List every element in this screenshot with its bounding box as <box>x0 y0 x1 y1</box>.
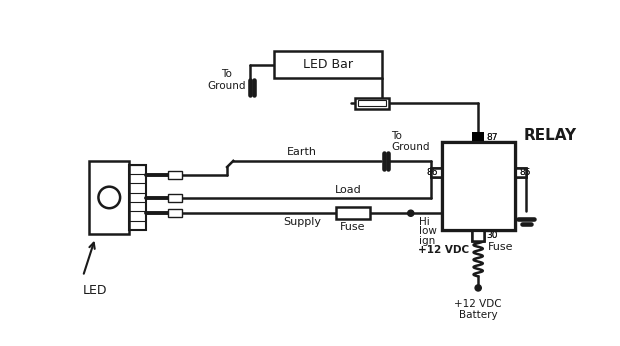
Text: To
Ground: To Ground <box>207 69 246 91</box>
Bar <box>515 168 526 177</box>
Bar <box>472 230 484 241</box>
Bar <box>441 142 515 230</box>
Text: 87: 87 <box>486 133 497 142</box>
Bar <box>335 207 370 219</box>
Text: +12 VDC: +12 VDC <box>418 245 469 255</box>
Text: 30: 30 <box>486 231 497 240</box>
Bar <box>355 98 389 109</box>
Text: To
Ground: To Ground <box>391 131 430 153</box>
Text: 30: 30 <box>486 231 497 240</box>
Circle shape <box>408 210 414 216</box>
Bar <box>168 209 182 217</box>
Text: 87: 87 <box>486 133 497 142</box>
Text: 86: 86 <box>427 168 438 177</box>
Text: +12 VDC
Battery: +12 VDC Battery <box>454 299 502 320</box>
Bar <box>130 165 146 230</box>
Text: low: low <box>418 226 436 236</box>
Text: 85: 85 <box>519 168 531 177</box>
Text: Supply: Supply <box>283 218 321 227</box>
Bar <box>472 133 484 142</box>
Bar <box>515 168 526 177</box>
Bar <box>472 230 484 241</box>
Text: LED: LED <box>83 284 107 297</box>
Bar <box>89 161 130 234</box>
Bar <box>273 51 382 79</box>
Text: LED Bar: LED Bar <box>303 58 353 71</box>
Bar <box>472 133 484 142</box>
Bar <box>168 194 182 202</box>
Text: Fuse: Fuse <box>487 242 513 252</box>
Bar <box>431 168 442 177</box>
Bar <box>358 100 386 106</box>
Bar <box>168 171 182 179</box>
Text: 85: 85 <box>519 168 531 177</box>
Bar <box>431 168 442 177</box>
Text: Fuse: Fuse <box>340 222 365 232</box>
Text: 86: 86 <box>427 168 438 177</box>
Text: RELAY: RELAY <box>524 128 577 143</box>
Bar <box>441 142 515 230</box>
Text: Hi: Hi <box>418 217 429 227</box>
Circle shape <box>475 285 481 291</box>
Bar <box>443 143 515 229</box>
Text: ign: ign <box>418 236 435 246</box>
Text: Load: Load <box>335 185 362 195</box>
Text: Earth: Earth <box>287 147 317 157</box>
